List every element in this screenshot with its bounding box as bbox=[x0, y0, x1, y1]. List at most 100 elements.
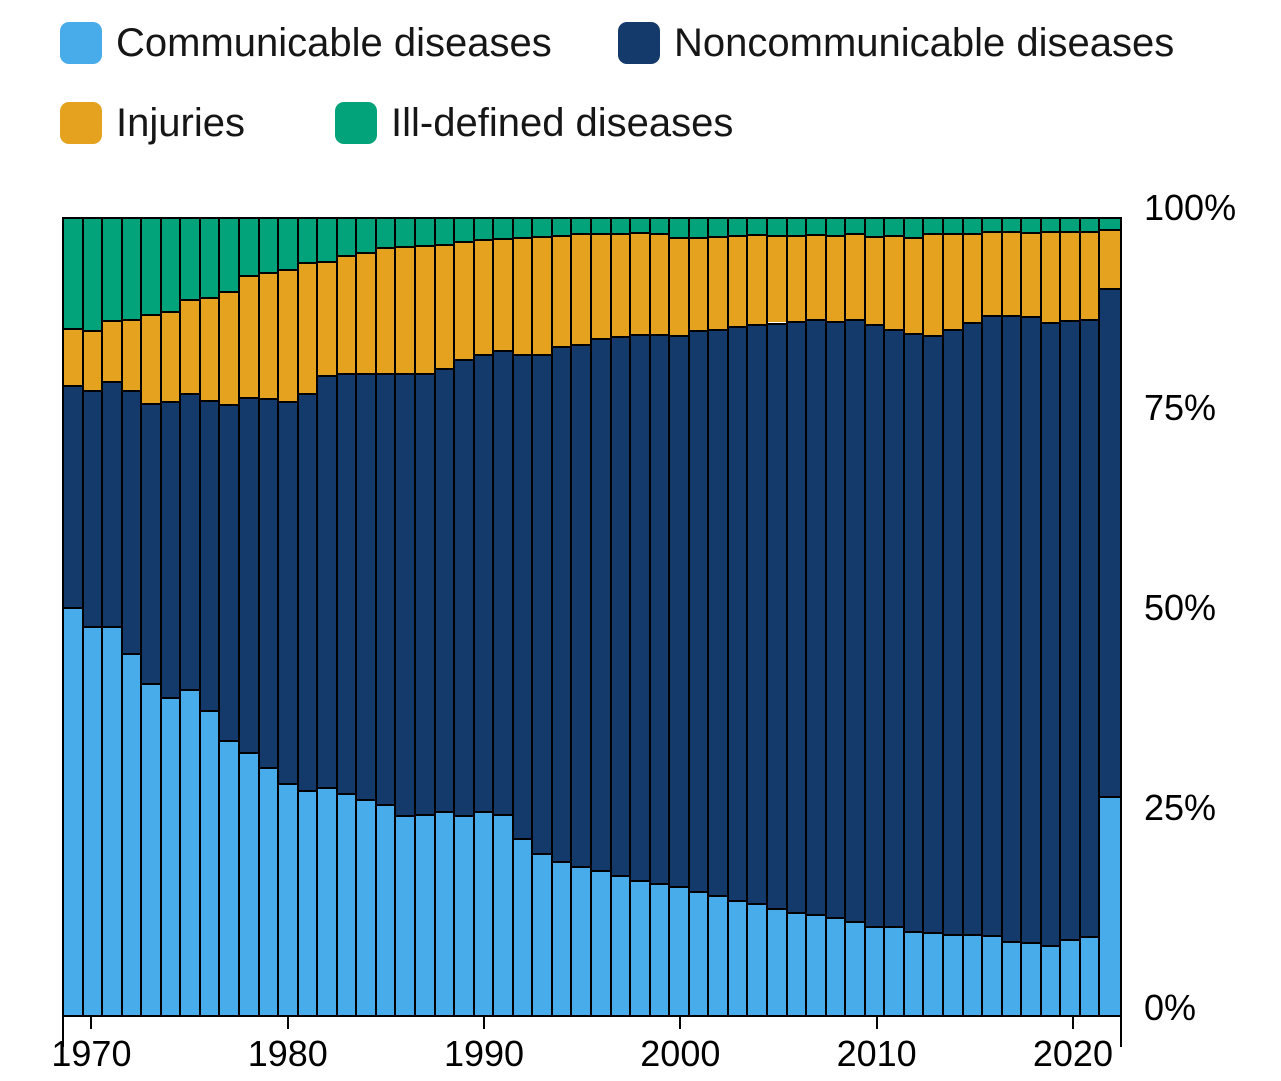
segment-communicable-1969[interactable] bbox=[64, 606, 82, 1015]
segment-noncommunicable-2013[interactable] bbox=[924, 335, 942, 933]
bar-1976[interactable] bbox=[200, 219, 221, 1015]
bar-1997[interactable] bbox=[611, 219, 632, 1015]
segment-noncommunicable-2022[interactable] bbox=[1100, 288, 1120, 797]
segment-noncommunicable-1981[interactable] bbox=[298, 393, 317, 790]
segment-communicable-1980[interactable] bbox=[279, 783, 297, 1015]
segment-noncommunicable-1986[interactable] bbox=[396, 373, 414, 816]
segment-injuries-2013[interactable] bbox=[924, 232, 942, 336]
bar-1978[interactable] bbox=[240, 219, 260, 1015]
segment-ill_defined-2022[interactable] bbox=[1100, 219, 1120, 229]
segment-noncommunicable-1992[interactable] bbox=[513, 353, 532, 839]
segment-ill_defined-1995[interactable] bbox=[572, 219, 590, 234]
segment-injuries-2011[interactable] bbox=[885, 234, 903, 329]
segment-injuries-2002[interactable] bbox=[709, 235, 727, 329]
segment-injuries-2015[interactable] bbox=[963, 232, 982, 322]
segment-noncommunicable-1980[interactable] bbox=[279, 401, 297, 784]
segment-injuries-2003[interactable] bbox=[728, 234, 747, 327]
segment-noncommunicable-1985[interactable] bbox=[376, 373, 395, 805]
bar-2011[interactable] bbox=[885, 219, 905, 1015]
segment-ill_defined-1991[interactable] bbox=[494, 219, 512, 239]
bar-1992[interactable] bbox=[513, 219, 534, 1015]
bar-2020[interactable] bbox=[1061, 219, 1081, 1015]
segment-communicable-2017[interactable] bbox=[1002, 940, 1021, 1015]
segment-injuries-1978[interactable] bbox=[240, 274, 258, 397]
segment-ill_defined-1990[interactable] bbox=[474, 219, 493, 239]
segment-noncommunicable-2003[interactable] bbox=[728, 326, 747, 901]
segment-noncommunicable-1969[interactable] bbox=[64, 384, 82, 607]
segment-noncommunicable-1993[interactable] bbox=[533, 354, 551, 854]
segment-communicable-1985[interactable] bbox=[376, 804, 395, 1015]
segment-injuries-2004[interactable] bbox=[748, 234, 766, 325]
segment-noncommunicable-1977[interactable] bbox=[220, 403, 238, 740]
segment-communicable-1975[interactable] bbox=[181, 688, 199, 1015]
segment-noncommunicable-2007[interactable] bbox=[807, 319, 825, 914]
bar-1999[interactable] bbox=[650, 219, 671, 1015]
segment-ill_defined-1997[interactable] bbox=[611, 219, 630, 233]
segment-communicable-1996[interactable] bbox=[592, 870, 610, 1015]
segment-injuries-2001[interactable] bbox=[689, 236, 708, 331]
segment-injuries-1979[interactable] bbox=[259, 272, 278, 399]
segment-ill_defined-1972[interactable] bbox=[122, 219, 141, 319]
bar-1980[interactable] bbox=[279, 219, 299, 1015]
bar-2004[interactable] bbox=[748, 219, 768, 1015]
segment-injuries-1991[interactable] bbox=[494, 238, 512, 351]
bar-2005[interactable] bbox=[768, 219, 788, 1015]
segment-ill_defined-2006[interactable] bbox=[787, 219, 806, 235]
segment-injuries-2009[interactable] bbox=[846, 233, 864, 319]
segment-injuries-1971[interactable] bbox=[103, 320, 121, 381]
segment-ill_defined-1988[interactable] bbox=[435, 219, 454, 244]
segment-injuries-1975[interactable] bbox=[181, 299, 199, 394]
segment-ill_defined-2017[interactable] bbox=[1002, 219, 1021, 231]
segment-ill_defined-2020[interactable] bbox=[1061, 219, 1079, 231]
segment-ill_defined-2011[interactable] bbox=[885, 219, 903, 235]
segment-ill_defined-1994[interactable] bbox=[552, 219, 571, 235]
segment-injuries-1976[interactable] bbox=[200, 297, 219, 400]
bar-1981[interactable] bbox=[298, 219, 319, 1015]
segment-injuries-1969[interactable] bbox=[64, 328, 82, 385]
segment-injuries-1993[interactable] bbox=[533, 235, 551, 355]
bar-1974[interactable] bbox=[161, 219, 182, 1015]
segment-noncommunicable-1991[interactable] bbox=[494, 350, 512, 815]
segment-injuries-1970[interactable] bbox=[83, 329, 102, 391]
segment-noncommunicable-2006[interactable] bbox=[787, 320, 806, 913]
bar-2019[interactable] bbox=[1041, 219, 1062, 1015]
segment-injuries-1981[interactable] bbox=[298, 262, 317, 394]
segment-injuries-2016[interactable] bbox=[983, 230, 1001, 315]
segment-injuries-1996[interactable] bbox=[592, 232, 610, 339]
segment-ill_defined-1993[interactable] bbox=[533, 219, 551, 236]
segment-ill_defined-1996[interactable] bbox=[592, 219, 610, 233]
segment-injuries-1980[interactable] bbox=[279, 269, 297, 402]
segment-communicable-1989[interactable] bbox=[455, 815, 473, 1015]
segment-ill_defined-2001[interactable] bbox=[689, 219, 708, 237]
segment-communicable-1994[interactable] bbox=[552, 860, 571, 1015]
bar-1969[interactable] bbox=[64, 219, 84, 1015]
bar-1995[interactable] bbox=[572, 219, 592, 1015]
segment-communicable-1982[interactable] bbox=[318, 787, 336, 1015]
segment-ill_defined-2018[interactable] bbox=[1022, 219, 1040, 232]
segment-communicable-2022[interactable] bbox=[1100, 796, 1120, 1015]
bar-2008[interactable] bbox=[826, 219, 847, 1015]
segment-noncommunicable-2009[interactable] bbox=[846, 318, 864, 922]
bar-2017[interactable] bbox=[1002, 219, 1023, 1015]
segment-injuries-1984[interactable] bbox=[357, 252, 375, 374]
segment-communicable-2019[interactable] bbox=[1041, 944, 1060, 1015]
segment-ill_defined-1983[interactable] bbox=[337, 219, 356, 255]
bar-2002[interactable] bbox=[709, 219, 729, 1015]
segment-ill_defined-1979[interactable] bbox=[259, 219, 278, 273]
segment-communicable-1977[interactable] bbox=[220, 739, 238, 1015]
segment-injuries-1985[interactable] bbox=[376, 246, 395, 374]
segment-injuries-1986[interactable] bbox=[396, 246, 414, 374]
segment-ill_defined-1981[interactable] bbox=[298, 219, 317, 262]
segment-ill_defined-2004[interactable] bbox=[748, 219, 766, 235]
segment-ill_defined-1987[interactable] bbox=[416, 219, 434, 246]
segment-communicable-2012[interactable] bbox=[904, 931, 923, 1015]
bar-1984[interactable] bbox=[357, 219, 377, 1015]
bar-2012[interactable] bbox=[904, 219, 925, 1015]
segment-communicable-2001[interactable] bbox=[689, 890, 708, 1015]
segment-noncommunicable-1978[interactable] bbox=[240, 396, 258, 753]
segment-injuries-1990[interactable] bbox=[474, 238, 493, 354]
bar-2007[interactable] bbox=[807, 219, 827, 1015]
segment-ill_defined-1986[interactable] bbox=[396, 219, 414, 247]
bar-2001[interactable] bbox=[689, 219, 710, 1015]
bar-1982[interactable] bbox=[318, 219, 338, 1015]
